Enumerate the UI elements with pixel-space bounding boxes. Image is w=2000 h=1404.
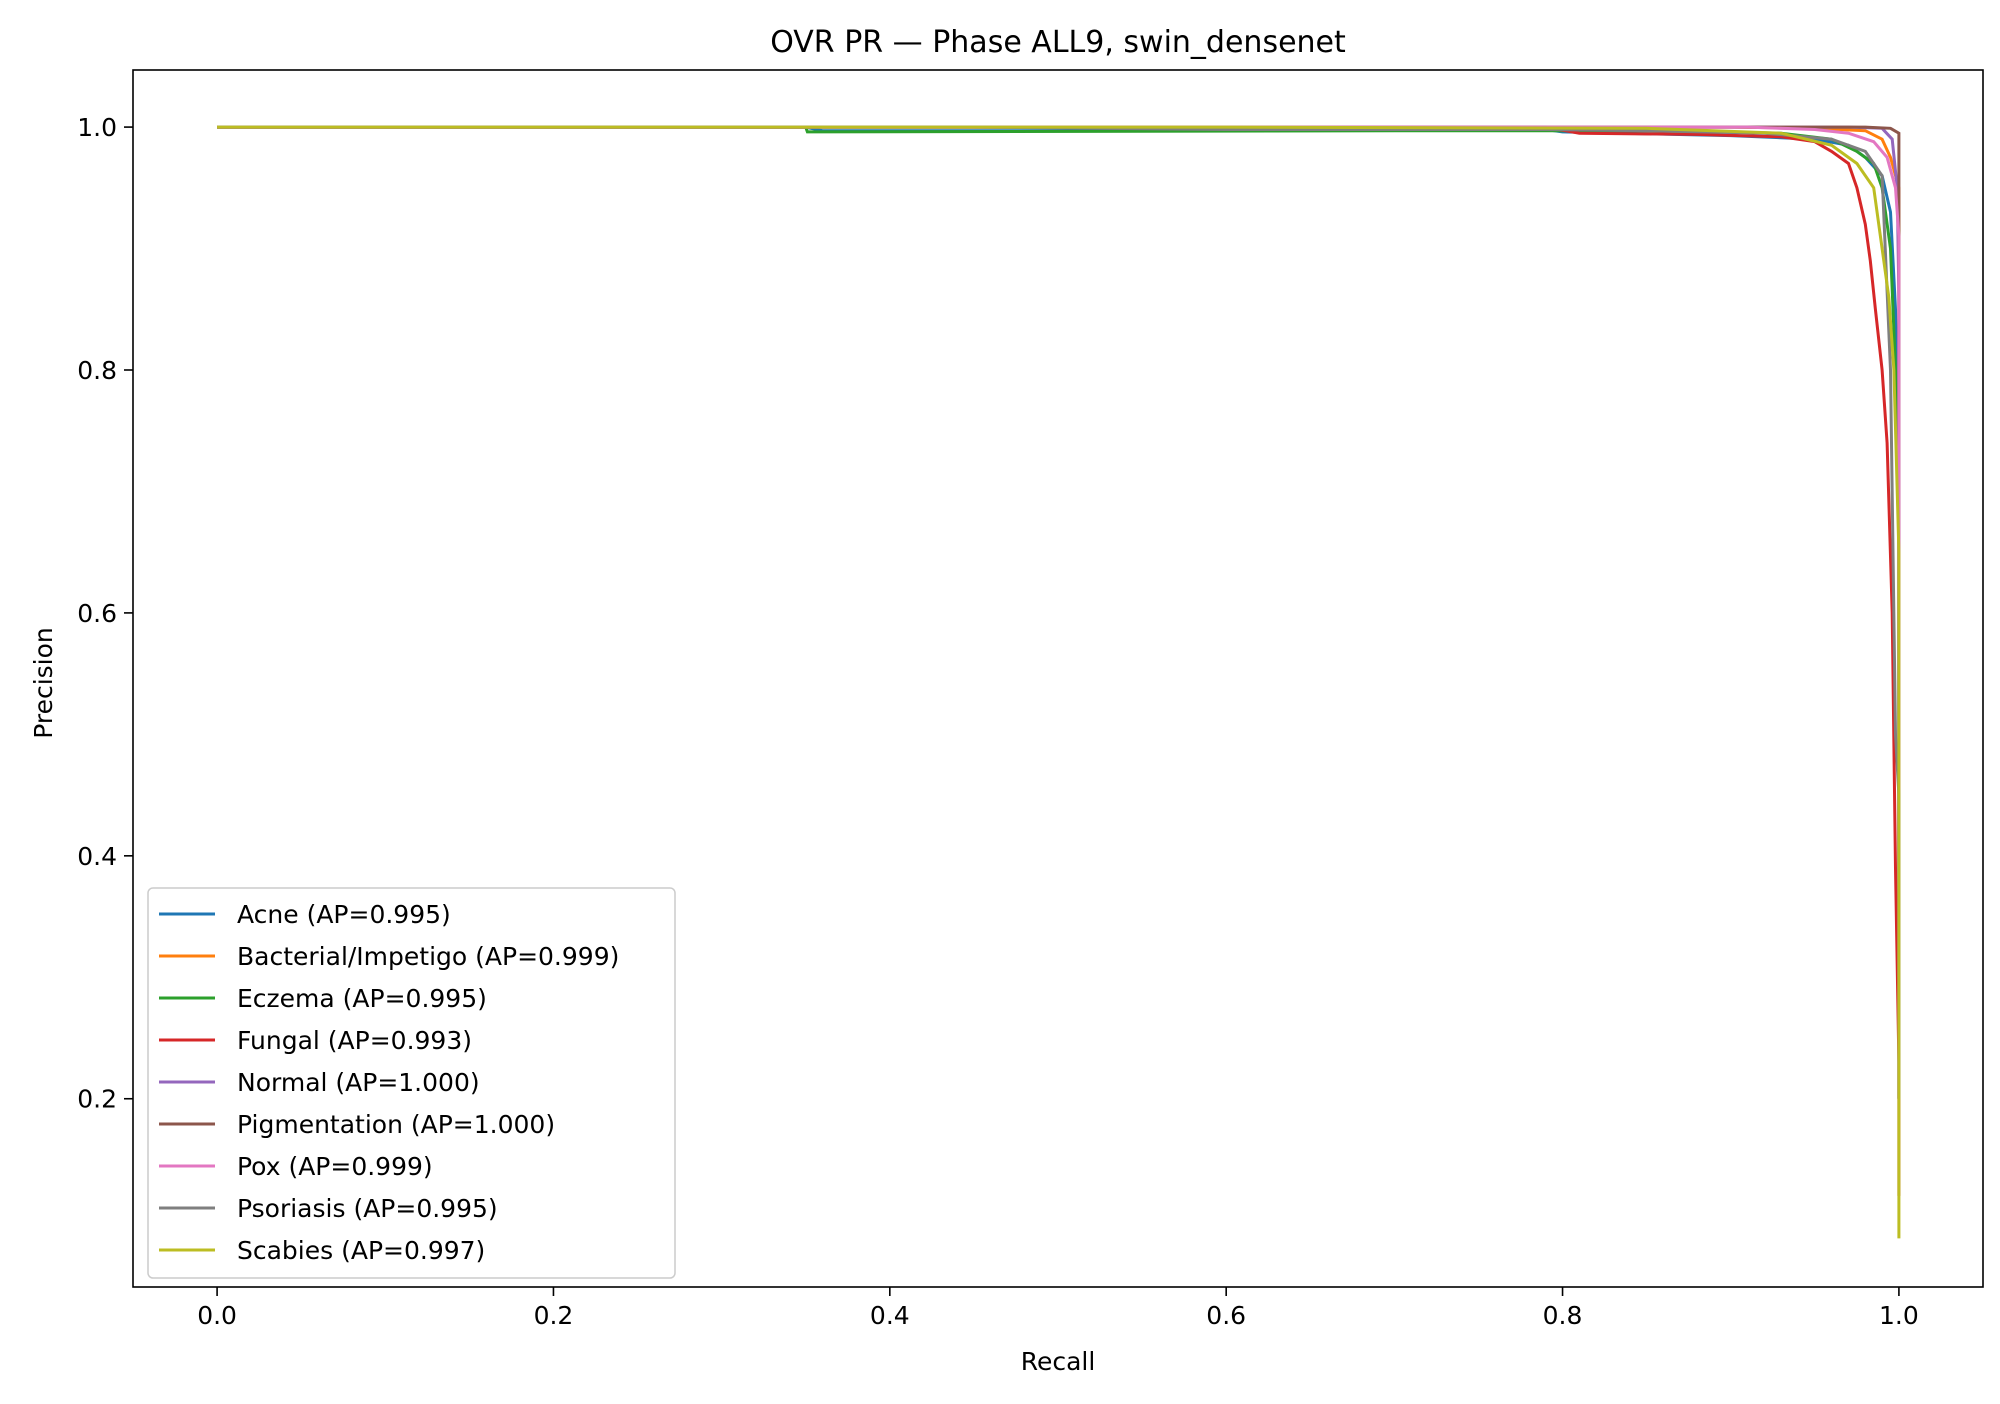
legend: Acne (AP=0.995) Bacterial/Impetigo (AP=0.… (147, 887, 676, 1279)
x-tick-label: 0.2 (534, 1301, 574, 1330)
x-tick-label: 0.6 (1206, 1301, 1246, 1330)
legend-label: Pox (AP=0.999) (237, 1152, 433, 1181)
axis-ticks: 0.0 0.2 0.4 0.6 0.8 1.0 0.2 0.4 0.6 0.8 1.0 (77, 113, 1919, 1330)
series-line-psoriasis (217, 125, 1901, 1099)
series-line-pox (217, 125, 1901, 1099)
x-tick-label: 0.0 (197, 1301, 237, 1330)
legend-label: Acne (AP=0.995) (237, 900, 451, 929)
y-tick-label: 0.2 (77, 1085, 117, 1114)
x-tick-label: 0.8 (1543, 1301, 1583, 1330)
y-axis-label: Precision (29, 627, 58, 739)
series-line-scabies (217, 125, 1901, 1239)
legend-label: Eczema (AP=0.995) (237, 984, 487, 1013)
legend-box (147, 887, 676, 1279)
legend-label: Pigmentation (AP=1.000) (237, 1110, 555, 1139)
axes-frame (132, 69, 1984, 1288)
y-tick-label: 0.8 (77, 356, 117, 385)
series-line-fungal (217, 125, 1901, 1196)
plot-area (217, 125, 1901, 1239)
x-tick-label: 0.4 (870, 1301, 910, 1330)
legend-label: Scabies (AP=0.997) (237, 1236, 485, 1265)
legend-label: Fungal (AP=0.993) (237, 1026, 472, 1055)
legend-label: Psoriasis (AP=0.995) (237, 1194, 498, 1223)
y-tick-label: 0.6 (77, 599, 117, 628)
chart-title: OVR PR — Phase ALL9, swin_densenet (770, 25, 1346, 60)
y-tick-label: 0.4 (77, 842, 117, 871)
legend-label: Bacterial/Impetigo (AP=0.999) (237, 942, 619, 971)
y-tick-label: 1.0 (77, 113, 117, 142)
x-axis-label: Recall (1021, 1347, 1096, 1376)
legend-label: Normal (AP=1.000) (237, 1068, 480, 1097)
x-tick-label: 1.0 (1879, 1301, 1919, 1330)
